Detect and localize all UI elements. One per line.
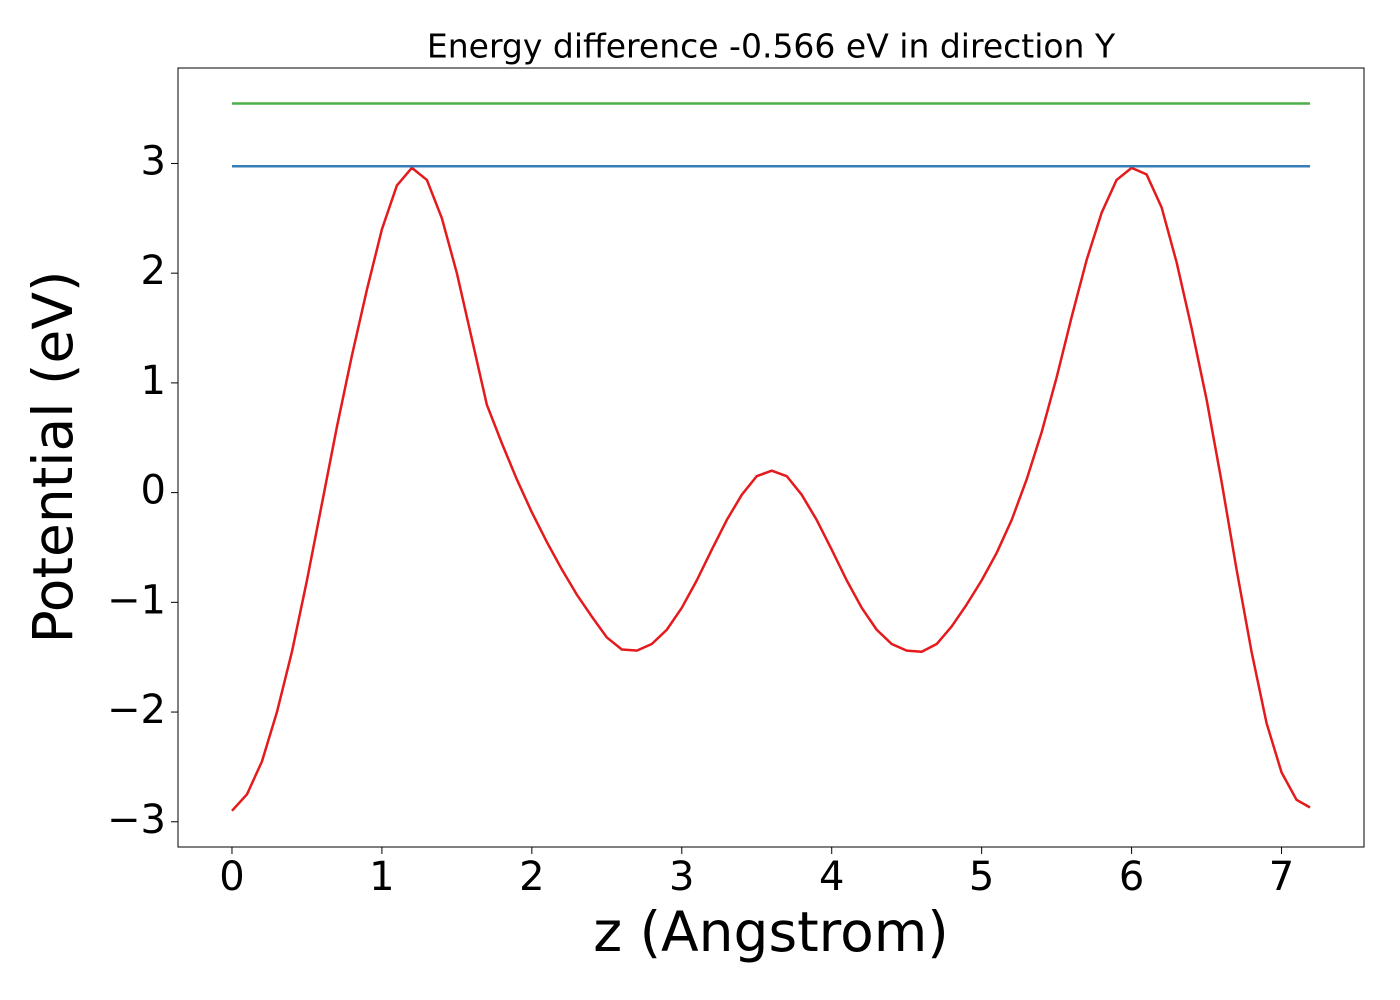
y-tick-label: 1 [141,358,166,404]
y-tick-label: 3 [141,138,166,184]
y-tick-label: −2 [107,687,166,733]
y-tick-label: 2 [141,248,166,294]
y-tick-label: −1 [107,577,166,623]
x-tick-label: 1 [369,854,394,900]
series-line [231,166,1311,812]
chart-title: Energy difference -0.566 eV in direction… [427,27,1116,66]
y-tick-label: 0 [141,468,166,514]
plot-frame [177,67,1365,848]
x-tick-label: 2 [519,854,544,900]
y-axis-label: Potential (eV) [21,271,85,644]
x-tick-label: 6 [1119,854,1144,900]
x-tick-label: 7 [1269,854,1294,900]
x-tick-label: 5 [969,854,994,900]
x-tick-label: 4 [819,854,844,900]
y-tick-label: −3 [107,797,166,843]
x-tick-label: 3 [669,854,694,900]
x-tick-label: 0 [219,854,244,900]
x-axis-label: z (Angstrom) [593,900,949,964]
